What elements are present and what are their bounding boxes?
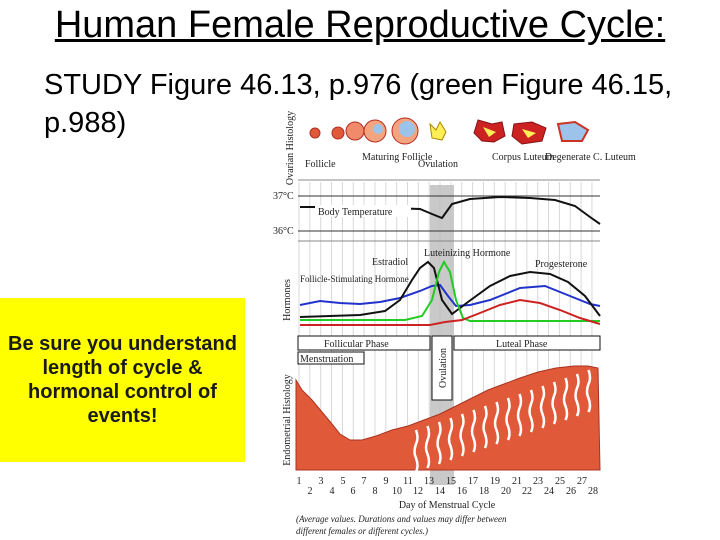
stage-label: Follicle	[305, 159, 336, 170]
follicle-icon	[331, 126, 345, 140]
gland-stroke	[413, 429, 419, 473]
gland-stroke	[493, 401, 500, 445]
day-tick: 7	[362, 476, 367, 487]
gland-stroke	[539, 385, 546, 429]
day-tick: 16	[457, 486, 467, 497]
day-axis-odd: 1 3 5 7 9 11 13 15 17 19 21 23 25 27	[297, 476, 588, 487]
gland-stroke	[424, 425, 431, 469]
day-tick: 17	[468, 476, 478, 487]
day-tick: 28	[588, 486, 598, 497]
day-tick: 19	[490, 476, 500, 487]
follicular-phase-bar	[297, 335, 431, 351]
day-tick: 21	[512, 476, 522, 487]
day-tick: 18	[479, 486, 489, 497]
estradiol-curve	[299, 260, 601, 318]
gland-stroke	[459, 413, 465, 457]
day-tick: 25	[555, 476, 565, 487]
day-tick: 26	[566, 486, 576, 497]
gland-stroke	[528, 389, 534, 433]
day-tick: 14	[435, 486, 445, 497]
temp-high-label: 37°C	[273, 191, 294, 202]
stage-label: Maturing Follicle	[362, 152, 433, 163]
stage-label: Degenerate C. Luteum	[545, 152, 636, 163]
temp-low-label: 36°C	[273, 226, 294, 237]
endometrial-glands	[413, 369, 592, 473]
gland-stroke	[436, 421, 442, 465]
luteal-phase-bar	[453, 335, 601, 351]
day-tick: 20	[501, 486, 511, 497]
gland-stroke	[505, 397, 511, 441]
gland-stroke	[447, 417, 454, 461]
hormone-labels: Estradiol Luteinizing Hormone Progestero…	[300, 248, 588, 284]
day-tick: 5	[341, 476, 346, 487]
estradiol-label: Estradiol	[372, 257, 408, 268]
progesterone-label: Progesterone	[535, 259, 588, 270]
gland-stroke	[470, 409, 477, 453]
ovulation-icon	[429, 120, 447, 141]
stage-label: Ovulation	[418, 159, 458, 170]
ovarian-histology-label: Ovarian Histology	[285, 111, 296, 185]
stage-label: Corpus Luteum	[492, 152, 555, 163]
slide-subtitle: STUDY Figure 46.13, p.976 (green Figure …	[44, 69, 673, 139]
luteal-phase-label: Luteal Phase	[496, 339, 548, 350]
day-tick: 24	[544, 486, 554, 497]
gland-stroke	[482, 405, 488, 449]
day-tick: 3	[319, 476, 324, 487]
day-tick: 4	[330, 486, 335, 497]
day-tick: 10	[392, 486, 402, 497]
follicular-phase-label: Follicular Phase	[324, 339, 389, 350]
study-callout: Be sure you understand length of cycle &…	[0, 298, 245, 462]
day-tick: 23	[533, 476, 543, 487]
day-axis-even: 2 4 6 8 10 12 14 16 18 20 22 24 26 28	[308, 486, 599, 497]
slide-title: Human Female Reproductive Cycle:	[54, 4, 666, 46]
degenerate-luteum-icon	[556, 120, 590, 142]
day-tick: 12	[413, 486, 423, 497]
figure-note-line2: different females or different cycles.)	[296, 526, 428, 536]
endometrial-histology-label: Endometrial Histology	[282, 374, 293, 465]
day-tick: 11	[403, 476, 413, 487]
ovulation-phase-label: Ovulation	[438, 348, 449, 388]
follicle-icon	[309, 127, 321, 139]
fsh-label: Follicle-Stimulating Hormone	[300, 274, 409, 284]
day-tick: 22	[522, 486, 532, 497]
fsh-curve	[299, 283, 601, 308]
follicle-icon	[345, 121, 365, 141]
day-tick: 2	[308, 486, 313, 497]
figure-note-line1: (Average values. Durations and values ma…	[296, 514, 507, 524]
gland-stroke	[574, 373, 580, 417]
hormones-label: Hormones	[282, 279, 293, 321]
gland-stroke	[516, 393, 523, 437]
day-tick: 15	[446, 476, 456, 487]
ovarian-stage-labels: Follicle Maturing Follicle Ovulation Cor…	[305, 152, 636, 170]
day-tick: 13	[424, 476, 434, 487]
gland-stroke	[562, 377, 569, 421]
day-tick: 8	[373, 486, 378, 497]
endometrium-shape	[295, 365, 601, 471]
day-tick: 9	[384, 476, 389, 487]
gland-stroke	[585, 369, 592, 413]
menstruation-label: Menstruation	[300, 354, 353, 365]
ovarian-row	[309, 117, 590, 145]
day-tick: 6	[351, 486, 356, 497]
lh-label: Luteinizing Hormone	[424, 248, 511, 259]
day-tick: 27	[577, 476, 587, 487]
body-temperature-label: Body Temperature	[318, 207, 393, 218]
day-axis-label: Day of Menstrual Cycle	[399, 500, 496, 511]
gland-stroke	[551, 381, 557, 425]
menstruation-bar	[297, 351, 365, 365]
progesterone-curve	[300, 298, 601, 326]
day-tick: 1	[297, 476, 302, 487]
